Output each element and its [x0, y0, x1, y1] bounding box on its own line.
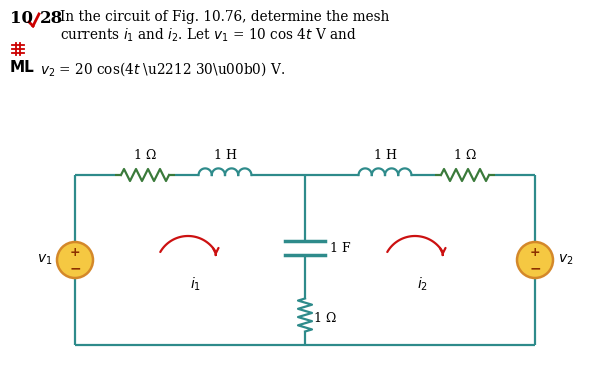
Text: $v_1$: $v_1$: [37, 253, 52, 267]
Text: +: +: [530, 245, 540, 259]
Text: −: −: [69, 261, 81, 275]
Text: 1 Ω: 1 Ω: [134, 149, 156, 162]
Text: ML: ML: [10, 60, 35, 75]
Text: −: −: [529, 261, 541, 275]
Text: $i_1$: $i_1$: [191, 276, 201, 293]
Circle shape: [517, 242, 553, 278]
Text: currents $i_1$ and $i_2$. Let $v_1$ = 10 cos 4$t$ V and: currents $i_1$ and $i_2$. Let $v_1$ = 10…: [60, 27, 356, 44]
Text: 1 F: 1 F: [330, 242, 350, 254]
Text: 1 Ω: 1 Ω: [314, 313, 336, 325]
Text: 10: 10: [10, 10, 33, 27]
Text: $v_2$: $v_2$: [558, 253, 574, 267]
Text: 1 Ω: 1 Ω: [454, 149, 476, 162]
Text: In the circuit of Fig. 10.76, determine the mesh: In the circuit of Fig. 10.76, determine …: [60, 10, 390, 24]
Text: 1 H: 1 H: [214, 149, 236, 162]
Text: 28: 28: [40, 10, 63, 27]
Text: +: +: [70, 245, 81, 259]
Text: 1 H: 1 H: [374, 149, 397, 162]
Text: $i_2$: $i_2$: [417, 276, 429, 293]
Circle shape: [57, 242, 93, 278]
Text: $v_2$ = 20 cos(4$t$ \u2212 30\u00b0) V.: $v_2$ = 20 cos(4$t$ \u2212 30\u00b0) V.: [40, 60, 285, 78]
